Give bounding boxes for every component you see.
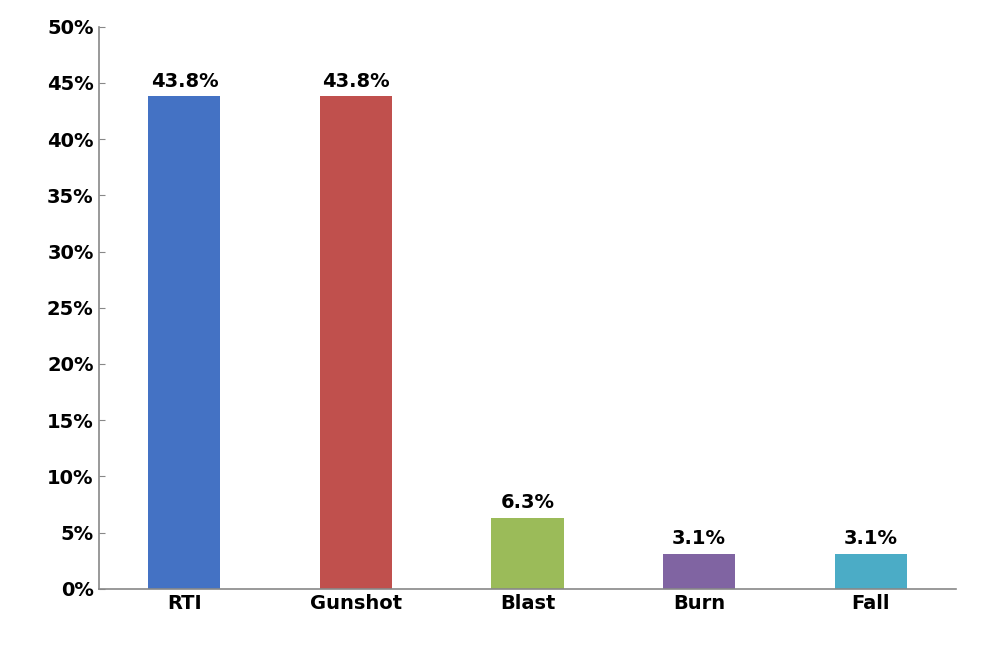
Text: 43.8%: 43.8% <box>151 72 218 91</box>
Text: 43.8%: 43.8% <box>322 72 389 91</box>
Text: 3.1%: 3.1% <box>844 529 897 549</box>
Bar <box>491 518 564 589</box>
Bar <box>663 554 736 589</box>
Text: 3.1%: 3.1% <box>672 529 726 549</box>
Text: 6.3%: 6.3% <box>501 493 554 512</box>
Bar <box>148 96 221 589</box>
Bar <box>834 554 907 589</box>
Bar <box>319 96 392 589</box>
